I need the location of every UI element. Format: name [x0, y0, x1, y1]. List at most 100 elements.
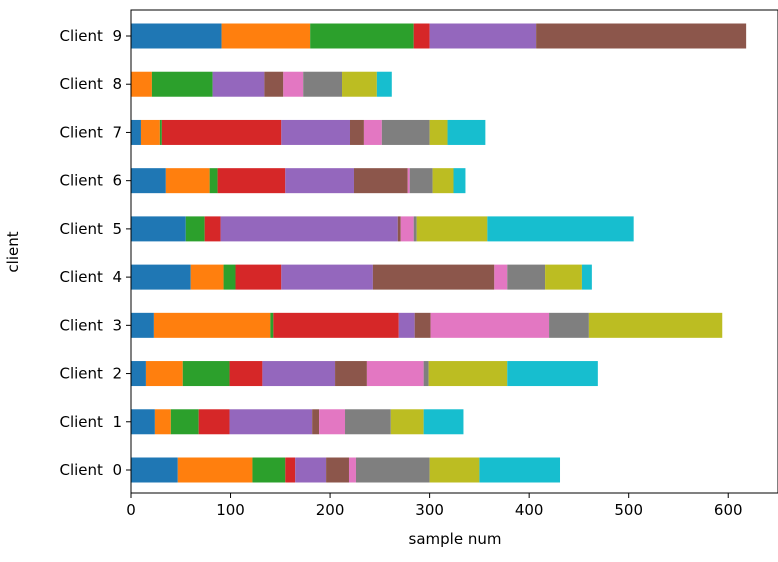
- bar-segment-client-5-class-2: [185, 216, 205, 242]
- bar-segment-client-4-class-9: [581, 264, 592, 290]
- bar-segment-client-4-class-3: [235, 264, 282, 290]
- bar-segment-client-1-class-3: [198, 409, 230, 435]
- bar-segment-client-7-class-1: [140, 119, 160, 145]
- bar-segment-client-9-class-5: [536, 23, 747, 49]
- bar-segment-client-7-class-8: [429, 119, 448, 145]
- x-tick-label: 600: [714, 501, 743, 519]
- y-tick-label: Client 2: [59, 365, 122, 383]
- bar-segment-client-8-class-6: [283, 71, 304, 97]
- bar-segment-client-4-class-7: [507, 264, 546, 290]
- bar-segment-client-9-class-2: [310, 23, 414, 49]
- y-axis-ticks: Client 0 Client 1 Client 2 Client 3 Client 4…: [59, 27, 131, 479]
- bar-segment-client-5-class-7: [413, 216, 417, 242]
- bar-segment-client-5-class-5: [397, 216, 401, 242]
- bar-segment-client-6-class-2: [209, 168, 218, 194]
- bar-segment-client-2-class-7: [423, 361, 429, 387]
- bar-segment-client-7-class-3: [161, 119, 282, 145]
- x-tick-label: 200: [316, 501, 345, 519]
- bar-segment-client-7-class-2: [159, 119, 162, 145]
- x-tick-label: 300: [415, 501, 444, 519]
- bar-segment-client-1-class-9: [423, 409, 464, 435]
- x-axis-label: sample num: [409, 530, 502, 548]
- y-tick-label: Client 7: [59, 123, 122, 141]
- bar-segment-client-8-class-4: [212, 71, 265, 97]
- bar-segment-client-4-class-8: [545, 264, 582, 290]
- bar-segment-client-3-class-5: [414, 312, 431, 338]
- y-tick-label: Client 3: [59, 316, 122, 334]
- bar-segment-client-7-class-0: [131, 119, 141, 145]
- y-tick-label: Client 8: [59, 75, 122, 93]
- bar-segment-client-0-class-8: [429, 457, 480, 483]
- bar-segment-client-6-class-5: [353, 168, 408, 194]
- bar-segment-client-5-class-4: [220, 216, 398, 242]
- bar-segment-client-7-class-4: [281, 119, 350, 145]
- bar-segment-client-0-class-9: [479, 457, 561, 483]
- bar-segment-client-3-class-7: [549, 312, 589, 338]
- bar-segment-client-2-class-2: [182, 361, 230, 387]
- bar-segment-client-6-class-6: [407, 168, 410, 194]
- bar-segment-client-0-class-0: [131, 457, 178, 483]
- bar-segment-client-8-class-8: [342, 71, 377, 97]
- bar-segment-client-3-class-4: [398, 312, 415, 338]
- bar-segment-client-1-class-2: [170, 409, 199, 435]
- bar-segment-client-1-class-6: [319, 409, 346, 435]
- bar-segment-client-4-class-1: [190, 264, 224, 290]
- y-tick-label: Client 5: [59, 220, 122, 238]
- bar-segment-client-6-class-9: [453, 168, 466, 194]
- bar-segment-client-4-class-0: [131, 264, 191, 290]
- bar-segment-client-6-class-0: [131, 168, 166, 194]
- bar-segment-client-1-class-4: [229, 409, 313, 435]
- bar-segment-client-0-class-5: [326, 457, 349, 483]
- bar-segment-client-3-class-8: [588, 312, 723, 338]
- bar-segment-client-8-class-9: [376, 71, 392, 97]
- bar-segment-client-0-class-2: [252, 457, 286, 483]
- plot-frame: [130, 9, 778, 494]
- bar-segment-client-3-class-2: [270, 312, 274, 338]
- bar-segment-client-5-class-3: [204, 216, 221, 242]
- bar-segment-client-2-class-3: [229, 361, 263, 387]
- bar-segment-client-9-class-0: [131, 23, 222, 49]
- bar-segment-client-9-class-3: [413, 23, 430, 49]
- bar-segment-client-1-class-8: [390, 409, 424, 435]
- bar-segment-client-6-class-8: [432, 168, 454, 194]
- bar-segment-client-3-class-3: [273, 312, 399, 338]
- bar-segment-client-8-class-1: [131, 71, 152, 97]
- bar-segment-client-2-class-6: [366, 361, 424, 387]
- bar-segment-client-2-class-1: [145, 361, 183, 387]
- bar-segment-client-2-class-4: [262, 361, 336, 387]
- bar-segment-client-3-class-1: [153, 312, 271, 338]
- bar-segment-client-4-class-6: [494, 264, 508, 290]
- bar-segment-client-6-class-3: [217, 168, 286, 194]
- bar-segment-client-9-class-1: [221, 23, 311, 49]
- y-tick-label: Client 1: [59, 413, 122, 431]
- x-tick-label: 0: [126, 501, 136, 519]
- bar-segment-client-7-class-5: [349, 119, 364, 145]
- bar-segment-client-6-class-1: [165, 168, 210, 194]
- bar-segment-client-1-class-0: [131, 409, 155, 435]
- bar-segment-client-6-class-4: [285, 168, 354, 194]
- bar-segment-client-7-class-9: [447, 119, 486, 145]
- y-tick-label: Client 6: [59, 172, 122, 190]
- bar-segment-client-2-class-5: [335, 361, 367, 387]
- bar-segment-client-8-class-5: [264, 71, 284, 97]
- y-tick-label: Client 9: [59, 27, 122, 45]
- x-axis-ticks: 0 100 200 300 400 500 600: [126, 493, 743, 519]
- bar-segment-client-1-class-1: [154, 409, 171, 435]
- y-tick-label: Client 0: [59, 461, 122, 479]
- bar-segment-client-0-class-1: [177, 457, 253, 483]
- bar-segment-client-8-class-2: [151, 71, 213, 97]
- bar-segment-client-0-class-7: [355, 457, 430, 483]
- x-tick-label: 100: [216, 501, 245, 519]
- x-tick-label: 500: [614, 501, 643, 519]
- bar-segment-client-7-class-7: [381, 119, 430, 145]
- bar-segment-client-4-class-2: [223, 264, 236, 290]
- y-tick-label: Client 4: [59, 268, 122, 286]
- bar-segment-client-1-class-5: [312, 409, 320, 435]
- bar-segment-client-5-class-6: [400, 216, 414, 242]
- bar-segment-client-5-class-8: [416, 216, 488, 242]
- bar-segment-client-4-class-4: [281, 264, 373, 290]
- bar-segment-client-3-class-6: [430, 312, 550, 338]
- bar-segment-client-5-class-9: [487, 216, 634, 242]
- bar-segment-client-4-class-5: [372, 264, 495, 290]
